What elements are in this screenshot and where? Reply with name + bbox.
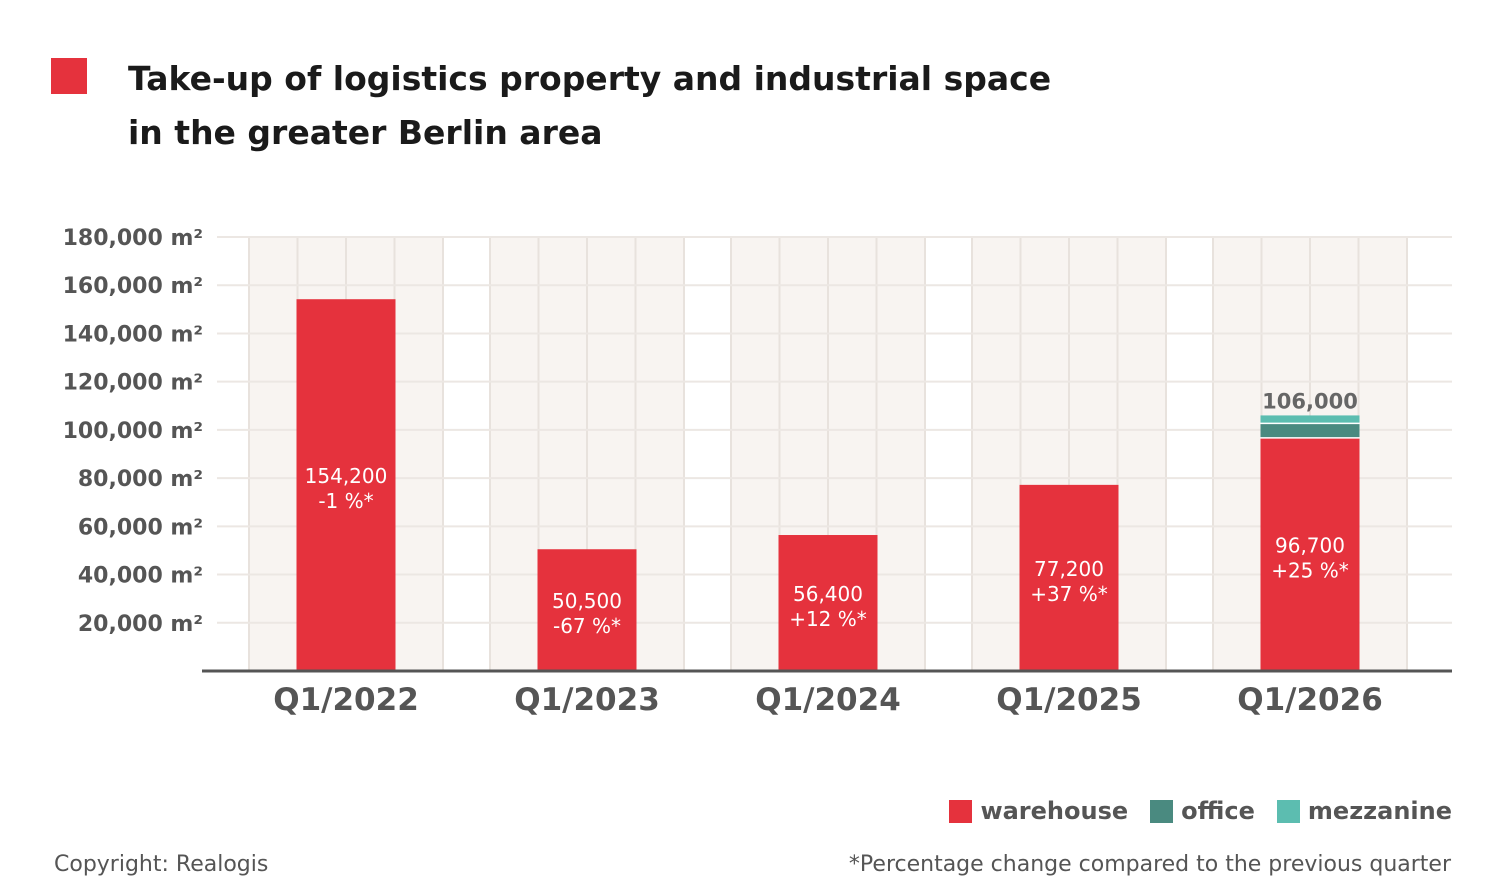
bar-value-label: 154,200 <box>305 464 388 488</box>
bar-value-label: 56,400 <box>793 582 863 606</box>
chart-title-line-2: in the greater Berlin area <box>128 113 603 152</box>
legend-item-office: office <box>1150 797 1255 825</box>
copyright-text: Copyright: Realogis <box>54 852 269 877</box>
y-tick-label: 100,000 m² <box>63 419 203 444</box>
x-tick-label: Q1/2022 <box>273 682 419 718</box>
bar-warehouse <box>1019 484 1119 671</box>
x-tick-label: Q1/2026 <box>1237 682 1383 718</box>
bar-value-label: 50,500 <box>552 589 622 613</box>
bar-mezzanine <box>1260 415 1360 424</box>
bar-change-label: +12 %* <box>789 607 867 631</box>
y-tick-label: 160,000 m² <box>63 274 203 299</box>
bar-warehouse <box>778 535 878 671</box>
bar-value-label: 77,200 <box>1034 557 1104 581</box>
legend-label-warehouse: warehouse <box>980 797 1129 825</box>
legend-label-mezzanine: mezzanine <box>1307 797 1452 825</box>
y-tick-label: 180,000 m² <box>63 226 203 251</box>
footnote-text: *Percentage change compared to the previ… <box>848 852 1451 877</box>
bar-total-label: 106,000 <box>1262 389 1358 413</box>
legend-label-office: office <box>1181 797 1255 825</box>
y-tick-label: 60,000 m² <box>78 515 203 540</box>
legend-item-warehouse: warehouse <box>949 797 1128 825</box>
legend: warehouse office mezzanine <box>949 797 1452 825</box>
legend-swatch-warehouse <box>949 799 973 823</box>
title-marker <box>51 58 87 94</box>
bar-change-label: -1 %* <box>318 489 373 513</box>
bar-warehouse <box>1260 437 1360 671</box>
x-tick-label: Q1/2023 <box>514 682 660 718</box>
y-tick-label: 80,000 m² <box>78 467 203 492</box>
bar-change-label: -67 %* <box>553 614 621 638</box>
y-tick-label: 40,000 m² <box>78 564 203 589</box>
bar-warehouse <box>537 549 637 671</box>
x-tick-label: Q1/2025 <box>996 682 1142 718</box>
legend-swatch-mezzanine <box>1276 799 1300 823</box>
legend-item-mezzanine: mezzanine <box>1276 797 1452 825</box>
bar-warehouse <box>296 299 396 671</box>
chart-title: Take-up of logistics property and indust… <box>128 52 1228 160</box>
legend-swatch-office <box>1150 799 1174 823</box>
bar-change-label: +25 %* <box>1271 558 1349 582</box>
bar-change-label: +37 %* <box>1030 582 1108 606</box>
chart-title-line-1: Take-up of logistics property and indust… <box>128 59 1052 98</box>
y-tick-label: 120,000 m² <box>63 371 203 396</box>
bar-office <box>1260 423 1360 438</box>
y-tick-label: 20,000 m² <box>78 612 203 637</box>
y-tick-label: 140,000 m² <box>63 322 203 347</box>
x-tick-label: Q1/2024 <box>755 682 901 718</box>
bar-value-label: 96,700 <box>1275 533 1345 557</box>
